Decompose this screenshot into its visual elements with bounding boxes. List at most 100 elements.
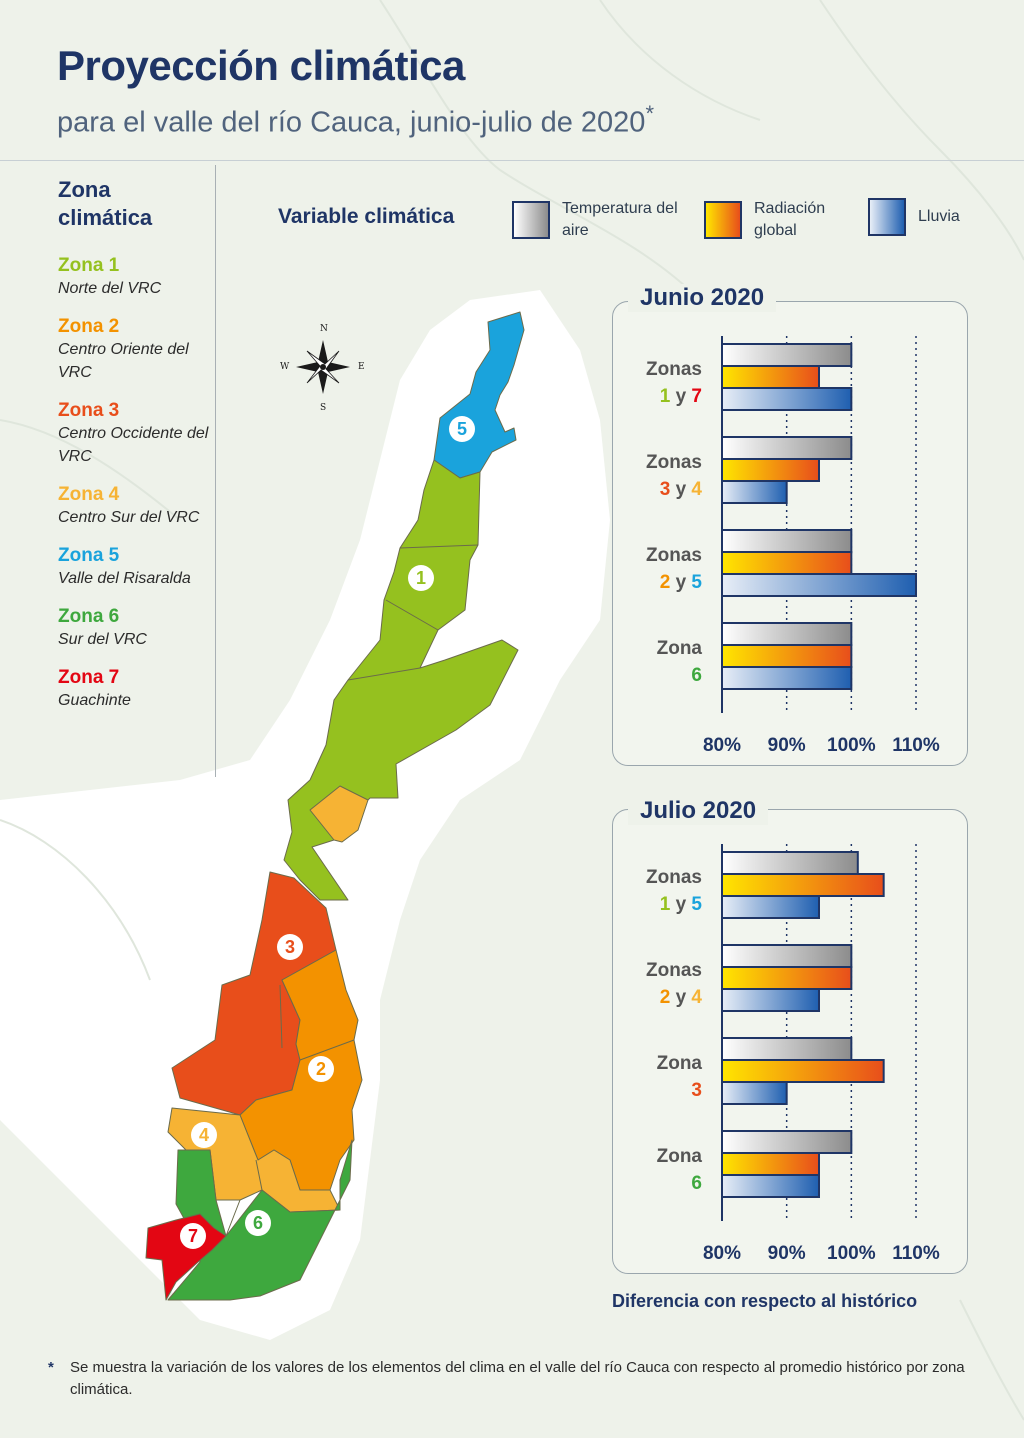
footnote-mark: *: [48, 1359, 54, 1376]
zone-description: Centro Occidente del VRC: [58, 425, 209, 465]
group-label-part: 4: [691, 479, 702, 500]
variable-swatch: [704, 201, 742, 239]
bar: [721, 1059, 885, 1083]
bar: [721, 966, 853, 990]
zone-name: Zona 6: [58, 606, 120, 627]
page-subtitle: para el valle del río Cauca, junio-julio…: [57, 101, 654, 140]
x-tick-label: 90%: [768, 735, 806, 756]
chart-title-july: Julio 2020: [628, 797, 769, 825]
map-zone-4-badge: 4: [191, 1122, 217, 1148]
bar: [721, 666, 853, 690]
subtitle-text: para el valle del río Cauca, junio-julio…: [57, 106, 646, 139]
bar: [721, 1174, 820, 1198]
zone-legend-item: Zona 1 Norte del VRC: [58, 254, 218, 300]
group-label-part: 1: [660, 386, 671, 407]
x-tick-label: 80%: [703, 735, 741, 756]
variable-legend-title: Variable climática: [278, 205, 455, 228]
footnote: * Se muestra la variación de los valores…: [48, 1357, 978, 1401]
group-label-part: y: [670, 894, 691, 915]
group-label-part: 7: [691, 386, 702, 407]
zone-description: Guachinte: [58, 692, 131, 709]
group-label-zones: 6: [691, 1173, 702, 1194]
footnote-text: Se muestra la variación de los valores d…: [70, 1359, 965, 1398]
x-tick-label: 110%: [892, 735, 940, 756]
zone-description: Centro Sur del VRC: [58, 509, 200, 526]
map-zone-3-badge: 3: [277, 934, 303, 960]
group-label-zones: 3 y 4: [660, 479, 703, 500]
bar: [721, 458, 820, 482]
subtitle-footnote-mark: *: [645, 101, 654, 126]
bar: [721, 622, 853, 646]
bar: [721, 1081, 788, 1105]
group-label-zones: 1 y 5: [660, 894, 703, 915]
group-label-zones: 2 y 5: [660, 572, 703, 593]
zone-legend-item: Zona 6 Sur del VRC: [58, 605, 218, 651]
compass-label-n: N: [320, 324, 328, 334]
bar: [721, 895, 820, 919]
bar: [721, 573, 917, 597]
bar: [721, 551, 853, 575]
group-label-zones: 1 y 7: [660, 386, 702, 407]
zone-legend-item: Zona 2 Centro Oriente del VRC: [58, 315, 218, 384]
bar: [721, 365, 820, 389]
x-tick-label: 100%: [827, 1243, 876, 1264]
bar: [721, 1152, 820, 1176]
header-divider: [0, 160, 1024, 161]
bar: [721, 944, 853, 968]
group-label-part: 6: [691, 665, 702, 686]
zone-7-region: [145, 1213, 227, 1301]
valley-zones: [145, 311, 525, 1301]
zone-name: Zona 2: [58, 316, 120, 337]
variable-label: Temperatura del aire: [562, 200, 678, 239]
group-label-part: 5: [691, 894, 702, 915]
bar: [721, 343, 853, 367]
bar: [721, 988, 820, 1012]
variable-label: Radiación global: [754, 200, 826, 239]
zone-legend-title: Zona climática: [58, 177, 153, 230]
bar: [721, 851, 859, 875]
variable-label: Lluvia: [918, 208, 960, 225]
group-label-top: Zonas: [646, 359, 702, 380]
group-label-top: Zona: [657, 1146, 703, 1167]
bar: [721, 387, 853, 411]
zone-name: Zona 1: [58, 255, 120, 276]
zone-legend-list: Zona 1 Norte del VRC Zona 2 Centro Oriente …: [58, 254, 218, 727]
variable-legend-item: Radiación global: [704, 198, 854, 242]
map-zone-6-badge: 6: [245, 1210, 271, 1236]
group-label-zones: 2 y 4: [660, 987, 703, 1008]
zone-legend-item: Zona 5 Valle del Risaralda: [58, 544, 218, 590]
legend-divider: [215, 165, 216, 777]
x-tick-label: 90%: [768, 1243, 806, 1264]
x-tick-label: 110%: [892, 1243, 940, 1264]
group-label-top: Zonas: [646, 452, 702, 473]
group-label-part: 2: [660, 987, 671, 1008]
map-zone-1-badge: 1: [408, 565, 434, 591]
bar: [721, 1130, 853, 1154]
group-label-part: y: [670, 572, 691, 593]
chart-june: Zonas 1 y 7 Zonas 3 y 4 Zonas 2 y 5 Zona 6 80% 90…: [646, 336, 940, 756]
group-label-zones: 3: [691, 1080, 702, 1101]
bar: [721, 873, 885, 897]
group-label-part: 3: [660, 479, 671, 500]
zone-legend-item: Zona 7 Guachinte: [58, 666, 218, 712]
page-title: Proyección climática: [57, 42, 465, 89]
zone-name: Zona 7: [58, 667, 120, 688]
bar: [721, 529, 853, 553]
bar: [721, 1037, 853, 1061]
variable-legend-item: Lluvia: [868, 198, 988, 236]
zone-description: Sur del VRC: [58, 631, 147, 648]
group-label-zones: 6: [691, 665, 702, 686]
x-tick-label: 100%: [827, 735, 876, 756]
zone-legend-item: Zona 4 Centro Sur del VRC: [58, 483, 218, 529]
group-label-part: 4: [691, 987, 702, 1008]
compass-rose-icon: [296, 340, 350, 394]
group-label-part: y: [670, 386, 691, 407]
zone-internal-borders: [225, 544, 479, 1237]
variable-swatch: [512, 201, 550, 239]
chart-title-june: Junio 2020: [628, 284, 777, 312]
variable-legend-item: Temperatura del aire: [512, 198, 682, 242]
map-zone-2-badge: 2: [308, 1056, 334, 1082]
group-label-part: 1: [660, 894, 671, 915]
zone-name: Zona 4: [58, 484, 120, 505]
